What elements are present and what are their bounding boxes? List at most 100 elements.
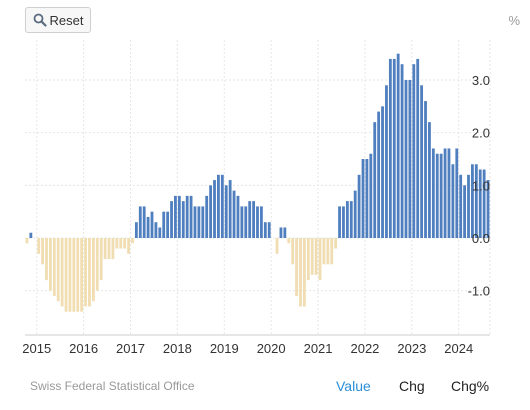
x-tick-label: 2024	[444, 341, 473, 356]
unit-label: %	[508, 13, 520, 28]
chart-bar	[209, 185, 213, 238]
chart-bar	[287, 238, 291, 244]
chart-bar	[56, 238, 60, 302]
chart-bar	[310, 238, 314, 275]
chart-bar	[80, 238, 84, 312]
chart-bar	[267, 222, 271, 238]
chart-bar	[322, 238, 326, 265]
chart-bar	[295, 238, 298, 296]
chart-bar	[131, 238, 134, 244]
chart-bar	[68, 238, 72, 312]
chart-bar	[318, 238, 322, 281]
chart-bar	[48, 238, 52, 291]
chart-bar	[115, 238, 119, 249]
chart-bar	[385, 85, 388, 239]
chart-bar	[283, 227, 287, 238]
chart-bar	[463, 185, 466, 238]
chart-bar	[107, 238, 111, 260]
chart-bar	[306, 238, 310, 281]
chart-bar	[435, 153, 439, 238]
x-tick-label: 2023	[397, 341, 426, 356]
chart-bar	[357, 174, 361, 238]
chart-bar	[291, 238, 295, 265]
y-tick-label: 0.0	[472, 231, 490, 246]
chart-bar	[41, 238, 44, 265]
chart-bar	[119, 238, 123, 249]
chart-bar	[299, 238, 302, 307]
chart-bar	[103, 238, 107, 260]
x-tick-label: 2021	[304, 341, 333, 356]
chart-bar	[252, 201, 255, 238]
chart-bar	[64, 238, 68, 312]
tab-chg-percent[interactable]: Chg%	[451, 378, 490, 394]
tab-chg[interactable]: Chg	[399, 378, 425, 394]
chart-bar	[416, 58, 420, 239]
tab-value[interactable]: Value	[336, 378, 371, 394]
chart-bar	[326, 238, 330, 265]
chart-bar	[37, 238, 41, 254]
chart-bar	[342, 206, 345, 238]
chart-bar	[439, 153, 443, 238]
chart-bar	[166, 211, 170, 238]
chart-bar	[451, 164, 455, 238]
chart-bar	[428, 122, 431, 238]
reset-zoom-button[interactable]: Reset	[25, 7, 91, 33]
chart-bar	[478, 169, 482, 238]
chart-bar	[220, 174, 224, 238]
chart-bar	[138, 206, 142, 238]
chart-bar	[455, 148, 459, 238]
chart-bar	[459, 174, 463, 238]
chart-bar	[177, 195, 181, 238]
chart-bar	[52, 238, 56, 296]
chart-bar	[420, 85, 424, 239]
chart-bar	[201, 206, 205, 238]
chart-bar	[197, 206, 201, 238]
chart-bar	[189, 195, 193, 238]
chart-bar	[408, 80, 412, 238]
chart-bar	[471, 164, 474, 238]
chart-bar	[334, 238, 338, 249]
chart-bar	[338, 206, 341, 238]
chart-bar	[373, 122, 377, 238]
y-tick-label: 1.0	[472, 178, 490, 193]
chart-bar	[60, 238, 64, 307]
chart-bar	[330, 238, 334, 265]
chart-bar	[412, 64, 416, 238]
x-tick-label: 2022	[350, 341, 379, 356]
chart-bar	[162, 211, 166, 238]
chart-bar	[396, 53, 400, 238]
y-tick-label: 2.0	[472, 126, 490, 141]
x-axis-ticks: 2015 2016 2017 2018 2019 2020 2021 2022 2023 2024	[22, 341, 473, 356]
chart-bar	[29, 232, 33, 238]
x-tick-label: 2015	[22, 341, 51, 356]
chart-bar	[146, 216, 150, 238]
chart-bar	[193, 206, 197, 238]
x-tick-label: 2018	[163, 341, 192, 356]
chart-bar	[228, 180, 232, 238]
reset-label: Reset	[49, 12, 84, 28]
chart-bar	[400, 64, 404, 238]
chart-bar	[217, 174, 220, 238]
chart-bar	[353, 190, 357, 238]
chart-bar	[279, 227, 283, 238]
chart-bar	[302, 238, 306, 307]
chart-bar	[127, 238, 130, 254]
chart-bar	[314, 238, 318, 275]
chart-bar	[154, 222, 158, 238]
chart-bar	[45, 238, 48, 281]
chart-bar	[361, 159, 365, 238]
chart-bar	[404, 80, 408, 238]
chart-bar	[467, 174, 470, 238]
y-axis-ticks: 3.0 2.0 1.0 0.0 -1.0	[468, 73, 490, 299]
chart-bar	[72, 238, 76, 312]
x-tick-label: 2020	[257, 341, 286, 356]
chart-bar	[84, 238, 87, 307]
chart-bar	[76, 238, 80, 312]
chart-bar	[88, 238, 91, 307]
chart-bar	[424, 101, 427, 238]
chart-bar	[244, 206, 248, 238]
x-tick-label: 2016	[69, 341, 98, 356]
chart-bar	[263, 222, 267, 238]
chart-bar	[185, 195, 189, 238]
